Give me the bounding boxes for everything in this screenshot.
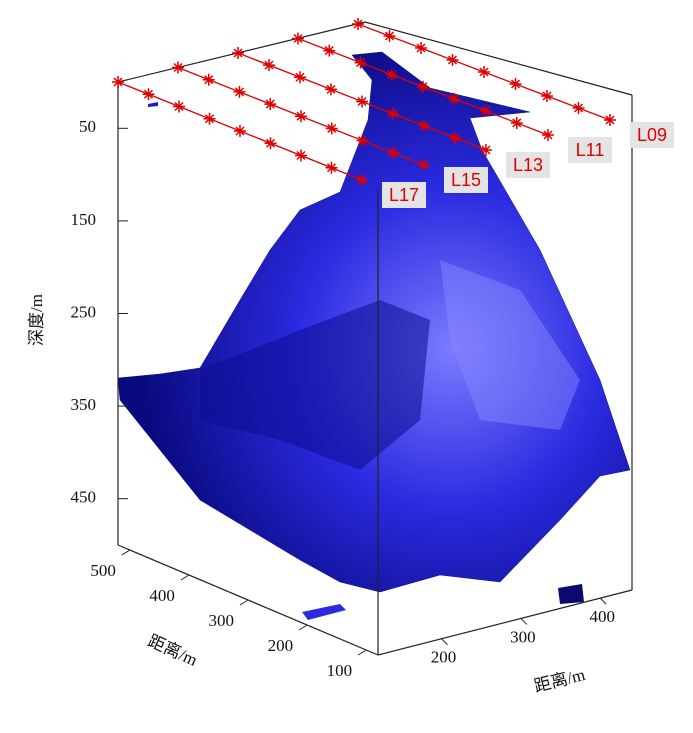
survey-point <box>478 66 490 78</box>
x-tick <box>298 624 308 631</box>
line-label-bg <box>568 137 612 163</box>
y-tick <box>599 597 607 605</box>
survey-point <box>383 30 396 42</box>
survey-point <box>510 116 523 129</box>
survey-point <box>202 73 215 86</box>
y-tick-label: 300 <box>510 627 536 646</box>
x-tick-label: 500 <box>90 561 116 580</box>
survey-point <box>449 131 461 144</box>
box-front <box>117 82 633 656</box>
line-label: L17 <box>389 185 419 205</box>
survey-point <box>264 98 277 111</box>
surface-fragment <box>148 102 158 107</box>
survey-point <box>354 56 367 69</box>
survey-point <box>325 83 337 96</box>
survey-point <box>172 61 184 74</box>
survey-point <box>233 85 246 98</box>
survey-point <box>448 92 461 105</box>
line-label-bg <box>382 182 426 208</box>
z-axis-label: 深度/m <box>27 294 46 346</box>
survey-point <box>295 110 307 123</box>
survey-point <box>142 88 155 101</box>
survey-point <box>572 102 585 114</box>
x-tick-label: 100 <box>327 661 353 680</box>
surface-fragment <box>302 604 346 620</box>
survey-point <box>294 71 306 84</box>
y-tick-label: 400 <box>590 607 616 626</box>
surface-highlight <box>440 260 580 430</box>
y-tick-label: 200 <box>431 648 457 667</box>
z-tick-label: 150 <box>71 210 97 229</box>
survey-point <box>325 161 338 174</box>
survey-point <box>417 80 429 93</box>
survey-point <box>446 54 459 66</box>
survey-point <box>387 146 400 159</box>
survey-point <box>356 174 368 186</box>
survey-point <box>295 149 307 162</box>
survey-point <box>385 68 398 81</box>
survey-point <box>323 44 336 57</box>
line-label-bg <box>630 122 674 148</box>
survey-point <box>509 78 522 90</box>
survey-point <box>604 114 616 126</box>
x-tick-label: 200 <box>268 636 294 655</box>
survey-point <box>479 104 492 117</box>
survey-point <box>541 90 553 102</box>
x-tick <box>121 549 131 556</box>
x-axis-label: 距离/m <box>145 631 200 669</box>
x-tick <box>357 649 367 656</box>
survey-point <box>352 18 364 30</box>
line-label: L11 <box>576 140 605 160</box>
x-tick-label: 400 <box>149 586 175 605</box>
survey-point <box>387 107 399 120</box>
y-axis-label: 距离/m <box>532 665 587 696</box>
x-tick-label: 300 <box>209 611 235 630</box>
line-label: L09 <box>637 125 667 145</box>
line-label-bg <box>444 167 488 193</box>
survey-point <box>356 134 369 147</box>
x-tick <box>239 599 249 606</box>
line-label-bg <box>506 152 550 178</box>
survey-point <box>418 159 430 171</box>
z-tick-label: 350 <box>71 395 97 414</box>
survey-point <box>232 47 244 59</box>
survey-point <box>292 32 304 45</box>
box-back <box>117 21 633 96</box>
survey-point <box>173 100 185 113</box>
z-tick-label: 250 <box>71 302 97 321</box>
surface-fragment <box>558 584 584 604</box>
survey-point <box>480 144 492 156</box>
isosurface <box>117 51 631 620</box>
survey-point <box>418 119 430 132</box>
survey-point <box>263 59 275 72</box>
survey-point <box>112 76 124 88</box>
x-tick <box>180 574 190 581</box>
survey-point <box>415 42 427 54</box>
line-label: L13 <box>513 155 543 175</box>
y-tick <box>520 618 528 625</box>
survey-point <box>234 125 246 137</box>
survey-point <box>203 112 216 125</box>
z-tick-label: 450 <box>71 488 97 507</box>
survey-point <box>542 129 554 141</box>
survey-point <box>325 122 338 135</box>
surface-shade <box>200 300 430 470</box>
line-label: L15 <box>451 170 481 190</box>
y-tick <box>441 638 448 646</box>
z-tick-label: 50 <box>79 117 96 136</box>
survey-point <box>264 137 277 150</box>
survey-point <box>356 95 368 108</box>
